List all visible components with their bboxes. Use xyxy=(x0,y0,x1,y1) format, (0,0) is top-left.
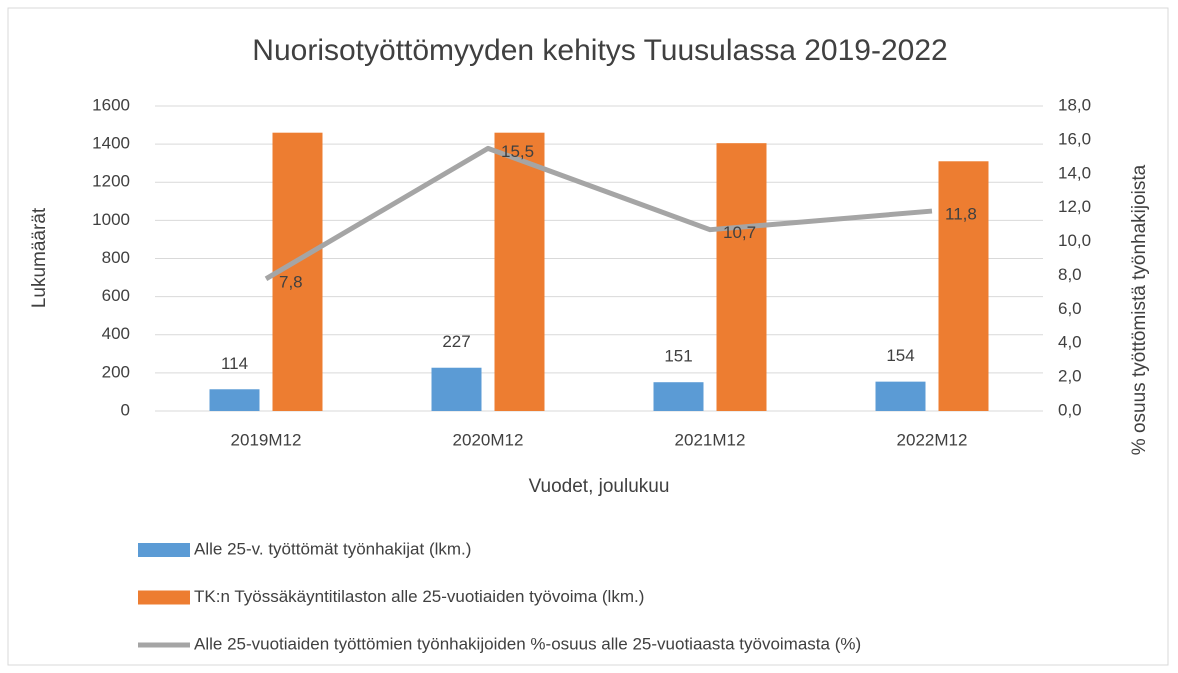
line xyxy=(264,145,933,281)
y2-tick-label: 12,0 xyxy=(1058,197,1091,216)
y2-tick-label: 16,0 xyxy=(1058,129,1091,148)
legend-label: Alle 25-vuotiaiden työttömien työnhakijo… xyxy=(194,634,861,653)
y2-tick-label: 0,0 xyxy=(1058,400,1082,419)
bar xyxy=(431,367,482,411)
y-tick-label: 200 xyxy=(102,362,130,381)
y2-tick-label: 14,0 xyxy=(1058,163,1091,182)
data-label: 114 xyxy=(221,354,248,373)
x-tick-label: 2019M12 xyxy=(231,430,302,449)
y-tick-label: 0 xyxy=(121,400,130,419)
y2-axis-title: % osuus työttömistä työnhakijoista xyxy=(1129,164,1150,455)
chart-frame xyxy=(7,7,1169,666)
bar xyxy=(209,389,260,411)
x-tick-label: 2021M12 xyxy=(675,430,746,449)
data-label: 15,5 xyxy=(501,142,534,161)
data-label: 151 xyxy=(664,347,692,366)
x-axis-title: Vuodet, joulukuu xyxy=(529,476,670,497)
bar xyxy=(716,143,767,411)
legend-swatch xyxy=(138,590,190,605)
y-tick-label: 1200 xyxy=(92,172,130,191)
data-label: 7,8 xyxy=(279,272,303,291)
data-label: 154 xyxy=(886,346,914,365)
y2-tick-label: 10,0 xyxy=(1058,231,1091,250)
y-tick-label: 800 xyxy=(102,248,130,267)
y-axis-title: Lukumäärät xyxy=(29,207,50,308)
y-tick-label: 1600 xyxy=(92,95,130,114)
y-tick-label: 600 xyxy=(102,286,130,305)
y2-tick-label: 18,0 xyxy=(1058,95,1091,114)
legend-label: TK:n Työssäkäyntitilaston alle 25-vuotia… xyxy=(194,587,644,606)
bar xyxy=(494,132,545,411)
data-label: 227 xyxy=(442,332,470,351)
legend-label: Alle 25-v. työttömät työnhakijat (lkm.) xyxy=(194,539,471,558)
x-tick-label: 2022M12 xyxy=(897,430,968,449)
bar xyxy=(875,381,926,411)
y2-tick-label: 2,0 xyxy=(1058,367,1082,386)
y-tick-label: 1400 xyxy=(92,134,130,153)
data-label: 10,7 xyxy=(723,223,756,242)
chart-title: Nuorisotyöttömyyden kehitys Tuusulassa 2… xyxy=(252,34,947,67)
data-label: 11,8 xyxy=(945,205,977,224)
y2-tick-label: 4,0 xyxy=(1058,333,1082,352)
legend-swatch xyxy=(138,543,190,557)
bar xyxy=(938,161,989,411)
y2-tick-label: 6,0 xyxy=(1058,299,1082,318)
x-tick-label: 2020M12 xyxy=(453,430,524,449)
y-tick-label: 1000 xyxy=(92,210,130,229)
bar xyxy=(653,382,704,411)
y-tick-label: 400 xyxy=(102,324,130,343)
y2-tick-label: 8,0 xyxy=(1058,265,1082,284)
